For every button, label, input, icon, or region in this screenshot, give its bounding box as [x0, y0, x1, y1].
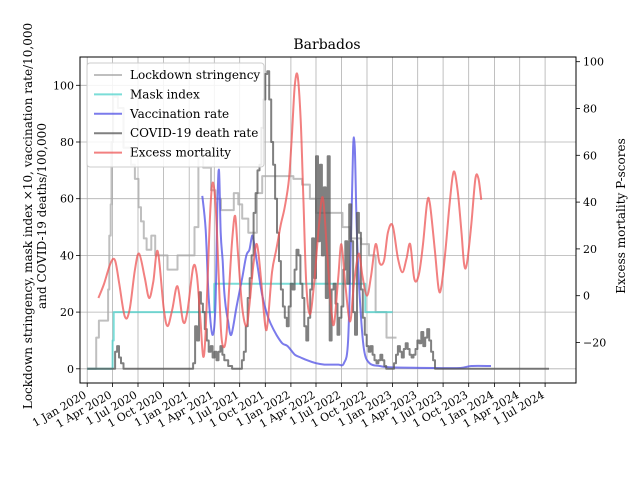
- series-lines: [87, 70, 549, 370]
- y-tick-label-right: 100: [583, 56, 604, 69]
- y-tick-label-right: −20: [583, 337, 606, 350]
- y-tick-label-right: 40: [583, 196, 597, 209]
- y-tick-label-right: 0: [583, 290, 590, 303]
- y-tick-label-left: 20: [60, 306, 74, 319]
- y-tick-label-left: 60: [60, 193, 74, 206]
- chart-title: Barbados: [293, 37, 360, 53]
- series-line-excess-mortality: [97, 72, 483, 358]
- plot-frame: [79, 56, 577, 384]
- series-line-vaccination-rate: [201, 136, 492, 370]
- legend-label: Lockdown stringency: [130, 68, 260, 82]
- legend-label: Vaccination rate: [129, 107, 229, 121]
- legend: Lockdown stringency Mask index Vaccination…: [86, 62, 265, 168]
- legend-label: Mask index: [130, 87, 200, 101]
- y-axis-label-right: Excess mortality P-scores: [614, 138, 628, 293]
- y-tick-label-right: 60: [583, 149, 597, 162]
- legend-label: COVID-19 death rate: [130, 126, 258, 140]
- y-tick-label-left: 40: [60, 249, 74, 262]
- y-axis-left: 0 20 40 60 80 100: [53, 79, 80, 376]
- legend-label: Excess mortality: [130, 146, 231, 160]
- y-axis-label-left-line-1: Lockdown stringency, mask index ×10, vac…: [21, 23, 35, 409]
- y-tick-label-left: 0: [67, 363, 74, 376]
- y-axis-right: −20 0 20 40 60 80 100: [576, 56, 606, 350]
- y-tick-label-right: 80: [583, 103, 597, 116]
- y-axis-label-left-line-2: and COVID-19 deaths/100,000: [35, 123, 49, 309]
- legend-box: [86, 62, 265, 168]
- y-tick-label-left: 100: [53, 79, 74, 92]
- y-tick-label-left: 80: [60, 136, 74, 149]
- y-tick-label-right: 20: [583, 243, 597, 256]
- series-line-covid-19-death-rate: [87, 70, 549, 370]
